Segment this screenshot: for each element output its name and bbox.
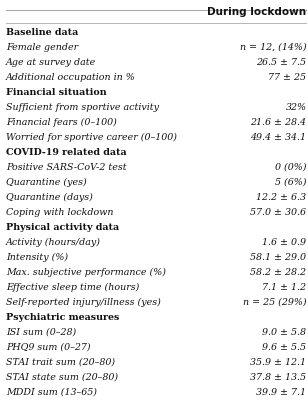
Text: Quarantine (yes): Quarantine (yes) [6,178,87,187]
Text: PHQ9 sum (0–27): PHQ9 sum (0–27) [6,342,91,352]
Text: Intensity (%): Intensity (%) [6,252,68,262]
Text: 58.2 ± 28.2: 58.2 ± 28.2 [250,268,306,277]
Text: Baseline data: Baseline data [6,28,79,37]
Text: Female gender: Female gender [6,43,78,52]
Text: COVID-19 related data: COVID-19 related data [6,148,127,157]
Text: Effective sleep time (hours): Effective sleep time (hours) [6,282,140,292]
Text: 39.9 ± 7.1: 39.9 ± 7.1 [257,388,306,396]
Text: Worried for sportive career (0–100): Worried for sportive career (0–100) [6,133,177,142]
Text: Self-reported injury/illness (yes): Self-reported injury/illness (yes) [6,298,161,307]
Text: 37.8 ± 13.5: 37.8 ± 13.5 [250,372,306,382]
Text: 5 (6%): 5 (6%) [275,178,306,187]
Text: ISI sum (0–28): ISI sum (0–28) [6,328,76,336]
Text: STAI trait sum (20–80): STAI trait sum (20–80) [6,358,115,366]
Text: Psychiatric measures: Psychiatric measures [6,312,120,322]
Text: n = 12, (14%): n = 12, (14%) [240,43,306,52]
Text: Activity (hours/day): Activity (hours/day) [6,238,101,247]
Text: 32%: 32% [286,103,306,112]
Text: Max. subjective performance (%): Max. subjective performance (%) [6,268,166,277]
Text: 12.2 ± 6.3: 12.2 ± 6.3 [257,193,306,202]
Text: 26.5 ± 7.5: 26.5 ± 7.5 [257,58,306,67]
Text: 21.6 ± 28.4: 21.6 ± 28.4 [250,118,306,127]
Text: 49.4 ± 34.1: 49.4 ± 34.1 [250,133,306,142]
Text: Additional occupation in %: Additional occupation in % [6,73,136,82]
Text: Financial fears (0–100): Financial fears (0–100) [6,118,117,127]
Text: 1.6 ± 0.9: 1.6 ± 0.9 [262,238,306,247]
Text: Coping with lockdown: Coping with lockdown [6,208,114,217]
Text: MDDI sum (13–65): MDDI sum (13–65) [6,388,97,396]
Text: 77 ± 25: 77 ± 25 [269,73,306,82]
Text: 0 (0%): 0 (0%) [275,163,306,172]
Text: 9.0 ± 5.8: 9.0 ± 5.8 [262,328,306,336]
Text: Physical activity data: Physical activity data [6,223,119,232]
Text: STAI state sum (20–80): STAI state sum (20–80) [6,372,118,382]
Text: Positive SARS-CoV-2 test: Positive SARS-CoV-2 test [6,163,127,172]
Text: Financial situation: Financial situation [6,88,107,97]
Text: 57.0 ± 30.6: 57.0 ± 30.6 [250,208,306,217]
Text: 58.1 ± 29.0: 58.1 ± 29.0 [250,253,306,262]
Text: 9.6 ± 5.5: 9.6 ± 5.5 [262,342,306,352]
Text: 35.9 ± 12.1: 35.9 ± 12.1 [250,358,306,366]
Text: n = 25 (29%): n = 25 (29%) [243,298,306,306]
Text: During lockdown: During lockdown [207,7,306,17]
Text: 7.1 ± 1.2: 7.1 ± 1.2 [262,282,306,292]
Text: Sufficient from sportive activity: Sufficient from sportive activity [6,103,159,112]
Text: Age at survey date: Age at survey date [6,58,96,67]
Text: Quarantine (days): Quarantine (days) [6,193,93,202]
